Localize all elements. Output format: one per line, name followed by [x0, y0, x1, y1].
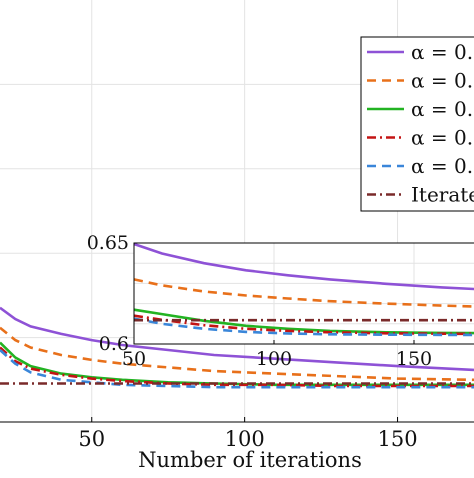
inset-x-tick-label: 150	[396, 348, 432, 370]
inset-x-tick-label: 50	[122, 348, 146, 370]
main-x-tick-label: 150	[378, 427, 418, 451]
legend: α = 0. α = 0. α = 0. α = 0. α = 0. Iterate	[360, 36, 474, 212]
main-x-tick-label: 50	[78, 427, 105, 451]
main-series-line-5	[0, 349, 474, 389]
main-series-line-1	[0, 306, 474, 372]
legend-label: α = 0.	[411, 40, 473, 64]
inset-series-line-2	[133, 278, 474, 308]
legend-label: α = 0.	[411, 69, 473, 93]
main-series-group	[0, 306, 474, 389]
legend-label: α = 0.	[411, 154, 473, 178]
inset-y-tick-label: 0.65	[87, 232, 129, 254]
legend-label: α = 0.	[411, 126, 473, 150]
main-x-tick-group: 50 100 150	[78, 417, 418, 451]
main-series-line-2	[0, 326, 474, 382]
inset-series-group	[133, 242, 474, 337]
main-series-line-4	[0, 346, 474, 388]
inset-chart: 50 100 150 0.6 0.65	[87, 232, 474, 370]
legend-label: α = 0.	[411, 97, 473, 121]
inset-x-tick-label: 100	[256, 348, 292, 370]
legend-label: Iterate	[411, 183, 474, 207]
inset-tick-group: 50 100 150 0.6 0.65	[87, 232, 432, 370]
inset-series-line-1	[133, 242, 474, 291]
x-axis-label: Number of iterations	[138, 448, 362, 472]
inset-y-tick-label: 0.6	[99, 333, 129, 355]
legend-items: α = 0. α = 0. α = 0. α = 0. α = 0. Iterate	[367, 40, 474, 207]
inset-series-line-5	[133, 317, 474, 337]
legend-box	[360, 36, 474, 212]
main-x-tick-label: 100	[225, 427, 265, 451]
inset-frame	[133, 242, 474, 345]
